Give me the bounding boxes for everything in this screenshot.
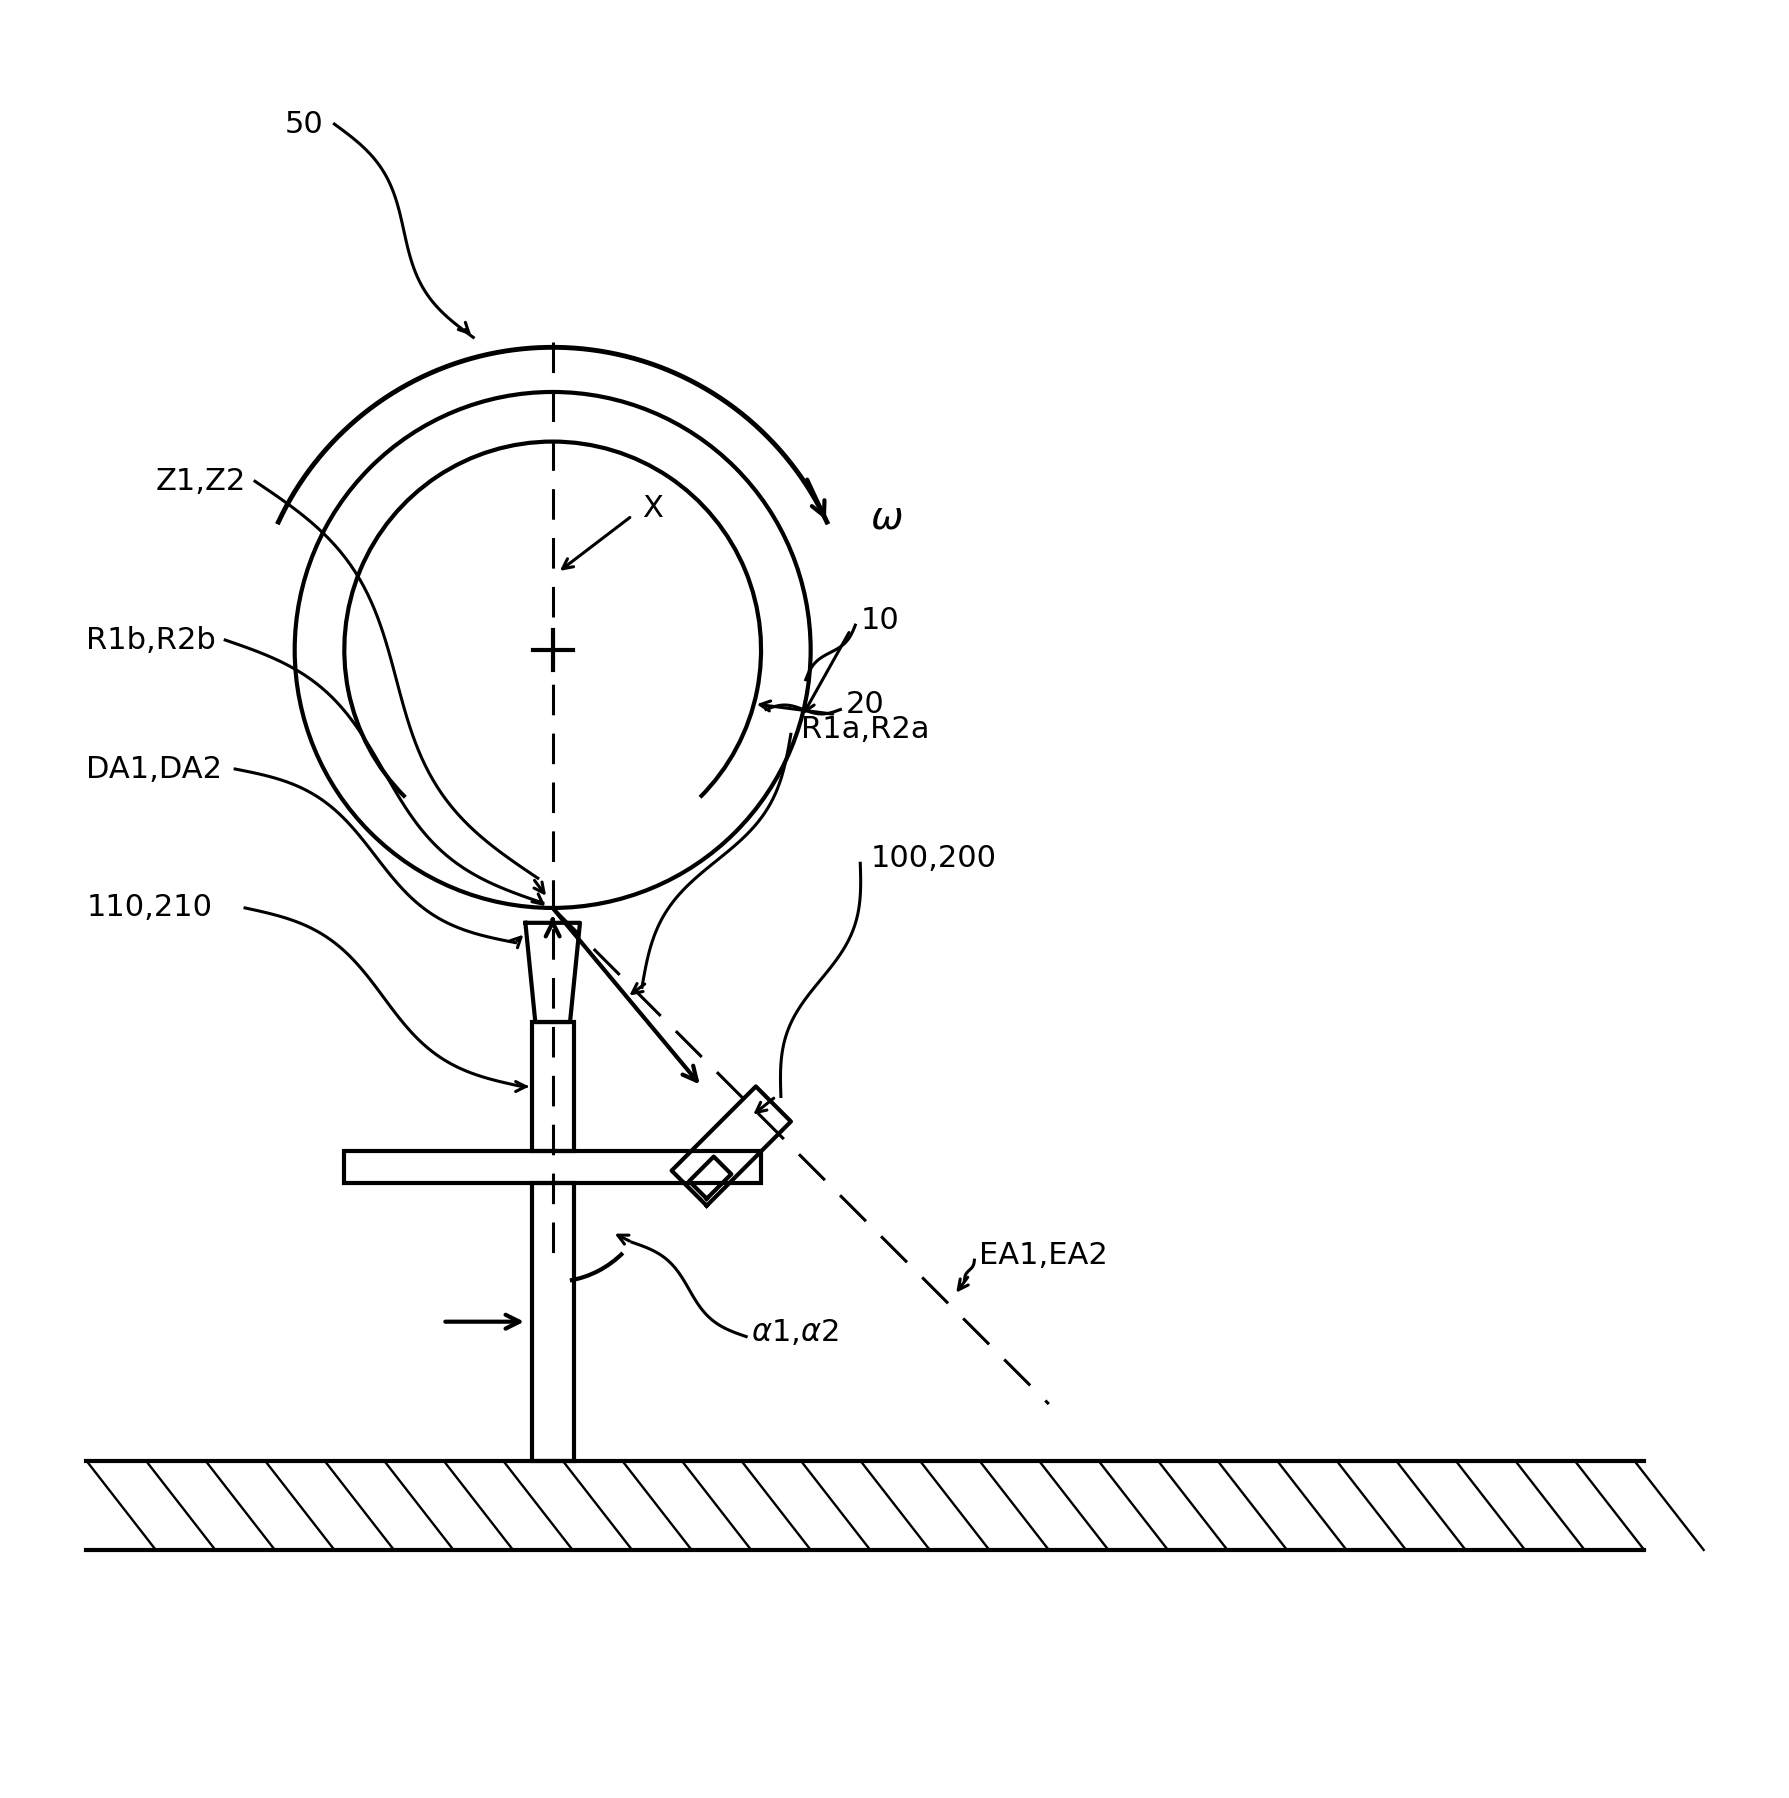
Text: Z1,Z2: Z1,Z2 [156,467,247,496]
Text: $\omega$: $\omega$ [869,498,903,536]
Text: DA1,DA2: DA1,DA2 [86,755,222,784]
Bar [531,1021,574,1151]
Text: 100,200: 100,200 [869,843,996,872]
Text: EA1,EA2: EA1,EA2 [979,1241,1107,1269]
Text: R1a,R2a: R1a,R2a [801,716,928,744]
Bar [343,1151,760,1183]
Bar [531,1183,574,1460]
Text: R1b,R2b: R1b,R2b [86,626,216,654]
Text: 20: 20 [846,690,884,719]
Text: 50: 50 [284,110,324,138]
Text: 10: 10 [861,606,900,635]
Text: $\alpha$1,$\alpha$2: $\alpha$1,$\alpha$2 [751,1316,839,1347]
Text: X: X [642,494,664,523]
Text: 110,210: 110,210 [86,894,213,922]
